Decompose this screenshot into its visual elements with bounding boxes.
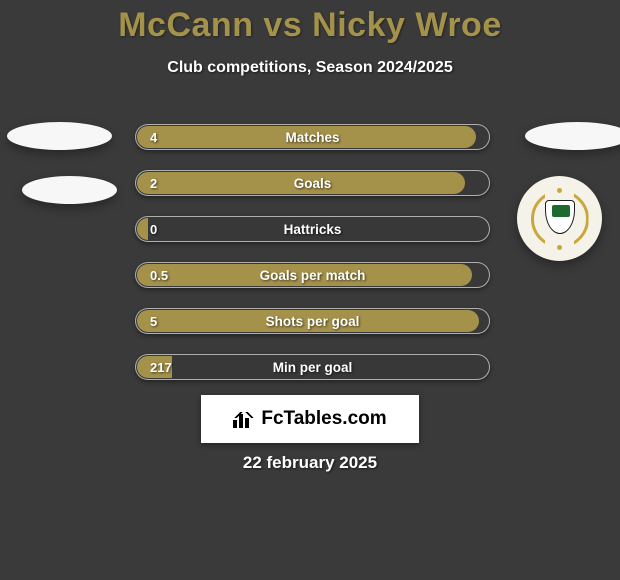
- stat-row: 4 Matches: [135, 124, 490, 150]
- stat-value: 0.5: [150, 268, 168, 283]
- brand-text: FcTables.com: [261, 408, 386, 430]
- date-label: 22 february 2025: [0, 453, 620, 473]
- stat-row: 0.5 Goals per match: [135, 262, 490, 288]
- player-left-marker-2: [22, 176, 117, 204]
- club-crest-icon: [531, 190, 589, 248]
- stat-bar-fill: [137, 218, 148, 240]
- stat-label: Matches: [285, 130, 339, 145]
- stat-value: 0: [150, 222, 157, 237]
- player-right-marker-1: [525, 122, 620, 150]
- stat-row: 217 Min per goal: [135, 354, 490, 380]
- stat-value: 5: [150, 314, 157, 329]
- stat-label: Hattricks: [284, 222, 342, 237]
- stat-row: 2 Goals: [135, 170, 490, 196]
- page-title: McCann vs Nicky Wroe: [0, 0, 620, 45]
- chart-icon: [233, 410, 255, 428]
- stat-value: 217: [150, 360, 172, 375]
- stat-value: 4: [150, 130, 157, 145]
- comparison-chart: 4 Matches 2 Goals 0 Hattricks 0.5 Goals per mat…: [135, 124, 490, 400]
- player-right-club-badge: [517, 176, 602, 261]
- stat-label: Goals per match: [260, 268, 366, 283]
- subtitle: Club competitions, Season 2024/2025: [0, 59, 620, 77]
- stat-row: 0 Hattricks: [135, 216, 490, 242]
- stat-label: Goals: [294, 176, 332, 191]
- stat-label: Min per goal: [273, 360, 353, 375]
- brand-badge: FcTables.com: [201, 395, 419, 443]
- stat-value: 2: [150, 176, 157, 191]
- player-left-marker-1: [7, 122, 112, 150]
- stat-label: Shots per goal: [266, 314, 360, 329]
- stat-row: 5 Shots per goal: [135, 308, 490, 334]
